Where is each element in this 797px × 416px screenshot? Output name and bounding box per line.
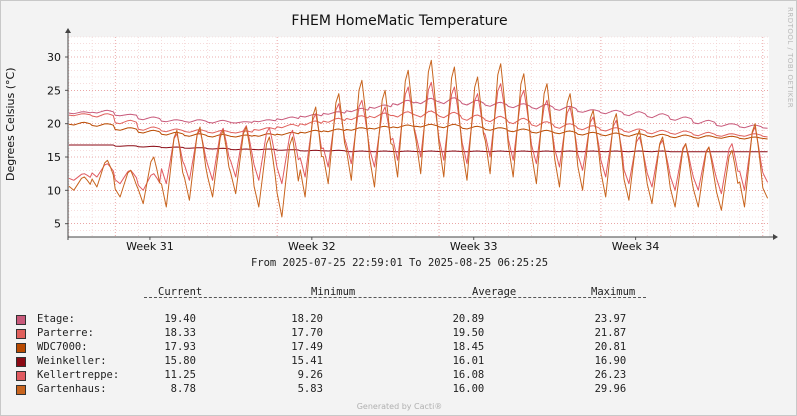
series-line-wdc7000 [68,121,768,140]
y-tick-label: 5 [54,218,61,231]
legend-series-label: Gartenhaus: [37,383,107,395]
legend-maximum-value: 21.87 [544,327,627,339]
rrdtool-watermark: RRDTOOL / TOBI OETIKER [786,7,794,109]
legend-row: WDC7000: 17.93 17.49 18.45 20.81 [1,341,797,355]
legend-average-value: 16.01 [421,355,485,367]
y-tick-label: 30 [47,51,61,64]
legend-divider [144,297,646,298]
legend-swatch [16,329,26,339]
legend-average-value: 20.89 [421,313,485,325]
axis-layer: 5 10 15 20 25 30 Week 31 Week 32 Week 33 Week 34 [47,28,778,253]
legend-series-label: Kellertreppe: [37,369,120,381]
x-tick-label: Week 33 [450,240,498,253]
legend-minimum-value: 17.49 [266,341,323,353]
legend-header-minimum: Minimum [311,286,356,298]
series-layer [68,59,769,218]
x-tick-label: Week 31 [126,240,174,253]
y-tick-label: 15 [47,151,61,164]
y-axis-arrow [65,28,71,33]
grid-layer [68,36,769,238]
x-axis-arrow [773,234,778,240]
legend-current-value: 8.78 [158,383,196,395]
legend-current-value: 19.40 [158,313,196,325]
legend-maximum-value: 26.23 [544,369,627,381]
legend-series-label: Etage: [37,313,75,325]
x-tick-label: Week 32 [288,240,336,253]
legend-average-value: 16.08 [421,369,485,381]
legend-current-value: 15.80 [158,355,196,367]
series-line-etage [68,97,768,129]
footer-generated-by: Generated by Cacti® [356,402,443,411]
series-line-weinkeller [69,144,768,153]
legend-average-value: 16.00 [421,383,485,395]
legend-row: Weinkeller: 15.80 15.41 16.01 16.90 [1,355,797,369]
legend-maximum-value: 16.90 [544,355,627,367]
legend-row: Gartenhaus: 8.78 5.83 16.00 29.96 [1,383,797,397]
legend-header-maximum: Maximum [591,286,636,298]
legend-maximum-value: 20.81 [544,341,627,353]
legend-minimum-value: 17.70 [266,327,323,339]
legend-swatch [16,371,26,381]
y-tick-label: 10 [47,184,61,197]
legend-swatch [16,343,26,353]
legend-row: Etage: 19.40 18.20 20.89 23.97 [1,313,797,327]
legend-series-label: WDC7000: [37,341,88,353]
plot-area: 5 10 15 20 25 30 Week 31 Week 32 Week 33 Week 34 [47,28,778,253]
legend-series-label: Parterre: [37,327,94,339]
legend-swatch [16,357,26,367]
series-line-gartenhaus [68,59,769,218]
legend-header-current: Current [158,286,203,298]
legend-swatch [16,315,26,325]
y-tick-label: 25 [47,84,61,97]
series-line-parterre [68,110,768,138]
legend-maximum-value: 29.96 [544,383,627,395]
legend-row: Parterre: 18.33 17.70 19.50 21.87 [1,327,797,341]
legend-row: Kellertreppe: 11.25 9.26 16.08 26.23 [1,369,797,383]
legend-minimum-value: 15.41 [266,355,323,367]
legend-average-value: 18.45 [421,341,485,353]
x-tick-label: Week 34 [612,240,660,253]
legend-series-label: Weinkeller: [37,355,107,367]
legend-header-average: Average [472,286,517,298]
y-tick-label: 20 [47,118,61,131]
legend-maximum-value: 23.97 [544,313,627,325]
legend-minimum-value: 9.26 [266,369,323,381]
legend-minimum-value: 5.83 [266,383,323,395]
chart-title: FHEM HomeMatic Temperature [291,13,508,29]
date-range-text: From 2025-07-25 22:59:01 To 2025-08-25 0… [250,257,549,269]
legend-minimum-value: 18.20 [266,313,323,325]
legend-current-value: 17.93 [158,341,196,353]
legend-current-value: 11.25 [158,369,196,381]
series-line-kellertreppe [68,81,769,195]
legend-current-value: 18.33 [158,327,196,339]
legend-swatch [16,385,26,395]
legend-average-value: 19.50 [421,327,485,339]
